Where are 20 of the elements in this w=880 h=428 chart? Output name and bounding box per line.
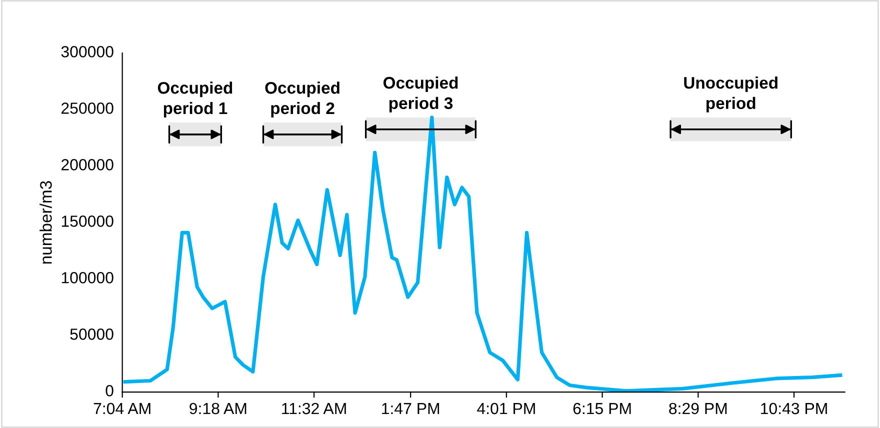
x-tick-label: 4:01 PM [477, 402, 535, 414]
y-tick-label: 150000 [62, 216, 114, 227]
y-tick-label: 250000 [62, 102, 114, 114]
x-tick-label: 6:15 PM [573, 402, 631, 414]
y-tick-label: 200000 [62, 159, 114, 170]
y-tick-label: 0 [106, 385, 114, 396]
y-tick-label: 300000 [61, 46, 114, 58]
x-tick-label: 9:18 AM [190, 402, 246, 414]
y-tick-label: 100000 [62, 272, 114, 284]
band-label: Occupied period 3 [383, 76, 458, 112]
y-axis-title: number/m3 [40, 181, 52, 264]
x-tick-label: 11:32 AM [282, 402, 346, 414]
x-tick-label: 8:29 PM [669, 402, 727, 414]
band-label: Occupied period 1 [158, 82, 232, 118]
band-label: Unoccupied period [684, 76, 778, 112]
band-label: Occupied period 2 [265, 82, 340, 118]
x-tick-label: 7:04 AM [94, 402, 150, 414]
x-tick-label: 1:47 PM [382, 403, 440, 414]
y-tick-label: 50000 [70, 328, 114, 340]
x-tick-label: 10:43 PM [761, 402, 827, 414]
